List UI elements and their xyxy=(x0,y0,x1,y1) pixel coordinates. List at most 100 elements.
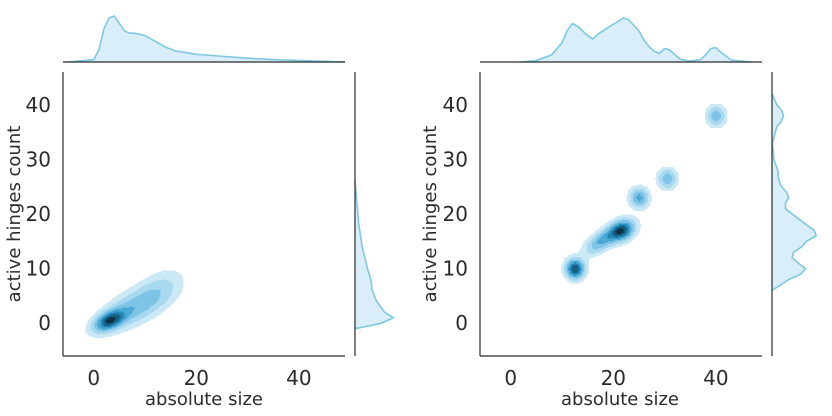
kde-cell xyxy=(155,293,158,296)
kde-cell xyxy=(134,291,137,294)
kde-cell xyxy=(171,282,174,285)
kde-cell xyxy=(99,322,102,325)
kde-cell xyxy=(123,291,126,294)
kde-cell xyxy=(132,292,135,295)
kde-cell xyxy=(168,291,171,294)
kde-cell xyxy=(86,322,89,325)
kde-cell xyxy=(139,295,142,298)
kde-cell xyxy=(150,302,153,305)
kde-cell xyxy=(562,265,565,268)
kde-cell xyxy=(129,303,131,306)
kde-cell xyxy=(629,237,632,240)
kde-cell xyxy=(94,315,97,318)
kde-cell xyxy=(103,314,106,317)
kde-cell xyxy=(168,293,171,296)
kde-cell xyxy=(152,312,154,315)
kde-cell xyxy=(161,273,163,276)
kde-cell xyxy=(159,292,162,295)
kde-cell xyxy=(161,307,163,310)
kde-cell xyxy=(103,308,106,311)
kde-cell xyxy=(159,282,162,285)
kde-cell xyxy=(606,248,609,251)
kde-cell xyxy=(108,333,111,336)
kde-cell xyxy=(168,276,171,279)
kde-cell xyxy=(121,308,124,311)
kde-cell xyxy=(571,280,574,283)
kde-cell xyxy=(134,318,137,321)
kde-cell xyxy=(108,317,111,320)
kde-cell xyxy=(148,277,151,280)
kde-cell xyxy=(120,315,122,318)
kde-cell xyxy=(94,326,97,329)
kde-cell xyxy=(102,323,104,326)
kde-cell xyxy=(148,311,151,314)
kde-cell xyxy=(173,278,176,281)
kde-cell xyxy=(177,278,180,281)
kde-cell xyxy=(120,293,122,296)
kde-cell xyxy=(179,281,181,284)
kde-cell xyxy=(141,280,144,283)
kde-cell xyxy=(140,295,143,298)
kde-cell xyxy=(103,329,106,332)
kde-cell xyxy=(163,284,166,287)
kde-cell xyxy=(167,270,170,273)
kde-cell xyxy=(105,332,108,335)
kde-cell xyxy=(583,274,586,277)
kde-cell xyxy=(87,330,90,333)
kde-cell xyxy=(162,284,165,287)
kde-cell xyxy=(578,280,580,283)
kde-cell xyxy=(105,334,108,337)
kde-cell xyxy=(168,272,171,274)
kde-cell xyxy=(120,321,122,324)
kde-cell xyxy=(143,311,145,314)
kde-cell xyxy=(99,323,102,326)
kde-cell xyxy=(570,257,573,259)
kde-cell xyxy=(127,306,130,309)
kde-cell xyxy=(135,289,138,292)
kde-cell xyxy=(566,277,569,280)
kde-cell xyxy=(122,308,125,311)
kde-cell xyxy=(561,270,564,273)
kde-cell xyxy=(563,276,566,279)
kde-cell xyxy=(127,322,130,325)
kde-cell xyxy=(562,263,565,266)
kde-cell xyxy=(146,319,149,322)
kde-cell xyxy=(171,299,174,302)
kde-cell xyxy=(170,303,172,306)
kde-cell xyxy=(588,251,591,254)
kde-cell xyxy=(117,312,120,315)
kde-cell xyxy=(168,281,171,284)
kde-cell xyxy=(122,292,125,295)
kde-cell xyxy=(562,262,565,265)
kde-cell xyxy=(129,310,131,313)
kde-cell xyxy=(99,311,102,314)
kde-cell xyxy=(155,287,158,290)
kde-cell xyxy=(126,322,129,325)
kde-cell xyxy=(162,300,165,303)
kde-cell xyxy=(580,280,583,283)
kde-cell xyxy=(606,247,609,250)
kde-cell xyxy=(628,240,630,243)
kde-cell xyxy=(148,282,151,285)
kde-cell xyxy=(95,332,98,335)
kde-cell xyxy=(177,277,180,280)
kde-cell xyxy=(107,311,110,314)
kde-cell xyxy=(117,330,120,333)
kde-cell xyxy=(587,266,589,269)
kde-cell xyxy=(136,300,139,303)
kde-cell xyxy=(572,281,575,284)
kde-cell xyxy=(123,323,126,326)
kde-cell xyxy=(580,257,583,259)
kde-cell xyxy=(164,302,167,305)
kde-cell xyxy=(90,332,93,335)
kde-cell xyxy=(137,299,140,302)
kde-cell xyxy=(170,273,172,276)
kde-cell xyxy=(87,321,90,324)
kde-cell xyxy=(130,311,133,314)
kde-cell xyxy=(130,304,133,307)
kde-cell xyxy=(123,315,126,318)
kde-cell xyxy=(122,306,125,309)
kde-cell xyxy=(131,292,134,295)
kde-cell xyxy=(135,292,138,295)
kde-cell xyxy=(105,311,108,314)
